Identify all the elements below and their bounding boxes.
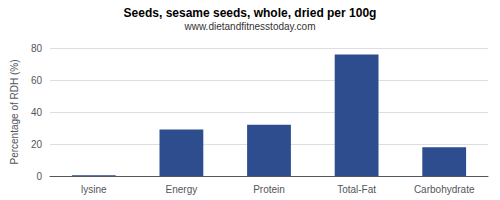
- svg-text:Energy: Energy: [166, 184, 198, 195]
- svg-text:60: 60: [31, 75, 43, 86]
- svg-text:20: 20: [31, 139, 43, 150]
- svg-text:Seeds, sesame seeds, whole, dr: Seeds, sesame seeds, whole, dried per 10…: [124, 6, 377, 20]
- svg-text:Percentage of RDH (%): Percentage of RDH (%): [9, 59, 20, 164]
- svg-text:Total-Fat: Total-Fat: [337, 184, 376, 195]
- svg-text:Carbohydrate: Carbohydrate: [414, 184, 475, 195]
- svg-text:lysine: lysine: [81, 184, 107, 195]
- svg-text:0: 0: [36, 171, 42, 182]
- svg-text:80: 80: [31, 43, 43, 54]
- svg-text:www.dietandfitnesstoday.com: www.dietandfitnesstoday.com: [184, 21, 316, 32]
- svg-text:40: 40: [31, 107, 43, 118]
- svg-text:Protein: Protein: [253, 184, 285, 195]
